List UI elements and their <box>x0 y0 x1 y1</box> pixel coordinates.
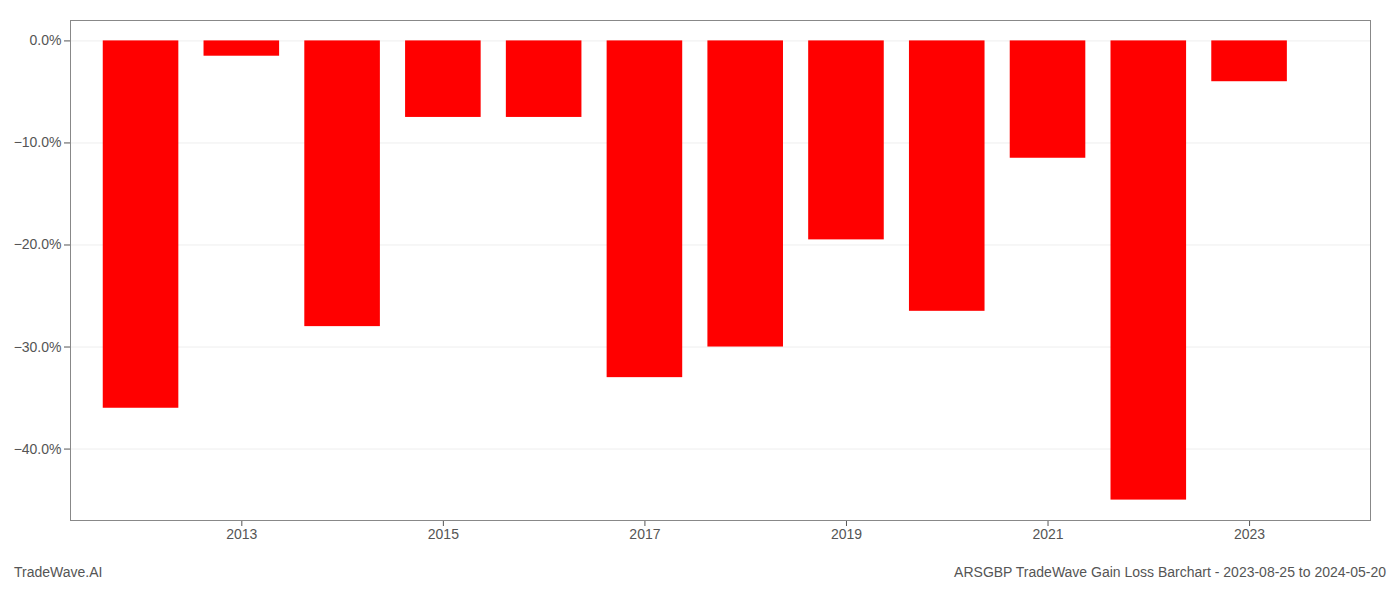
svg-text:−20.0%: −20.0% <box>14 236 62 252</box>
svg-text:−30.0%: −30.0% <box>14 339 62 355</box>
svg-text:2023: 2023 <box>1234 526 1265 542</box>
svg-text:−40.0%: −40.0% <box>14 441 62 457</box>
svg-text:−10.0%: −10.0% <box>14 134 62 150</box>
svg-text:0.0%: 0.0% <box>30 32 62 48</box>
svg-text:2013: 2013 <box>226 526 257 542</box>
svg-text:2021: 2021 <box>1032 526 1063 542</box>
html-text:TradeWave.AI: TradeWave.AI <box>14 564 103 580</box>
svg-text:2015: 2015 <box>428 526 459 542</box>
svg-text:2019: 2019 <box>831 526 862 542</box>
html-text:ARSGBP TradeWave Gain Loss Bar: ARSGBP TradeWave Gain Loss Barchart - 20… <box>954 564 1386 580</box>
svg-text:2017: 2017 <box>629 526 660 542</box>
